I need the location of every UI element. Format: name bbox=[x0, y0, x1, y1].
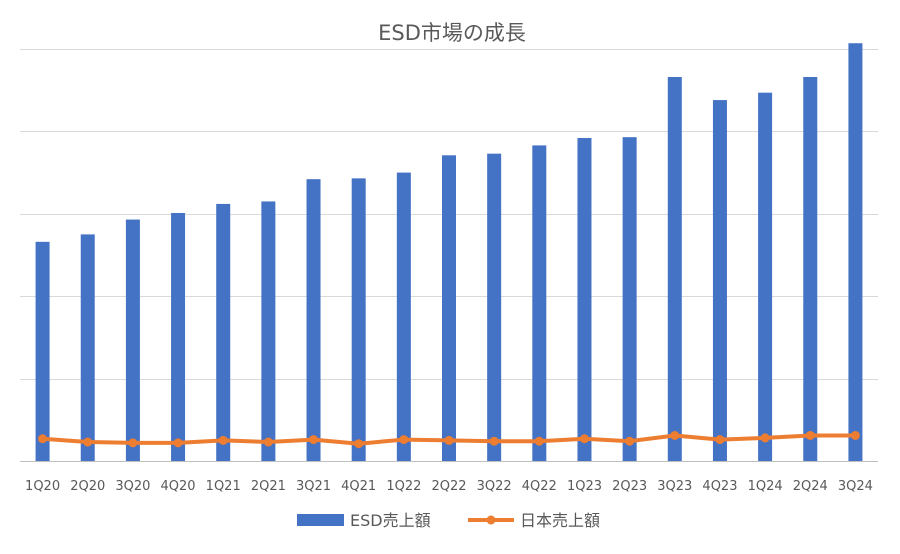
x-tick-label: 3Q23 bbox=[657, 479, 692, 494]
bar bbox=[803, 77, 818, 462]
x-tick-label: 1Q23 bbox=[567, 479, 602, 494]
legend-swatch-marker bbox=[486, 515, 496, 525]
bar bbox=[712, 100, 727, 461]
line-point bbox=[128, 438, 138, 448]
x-tick-label: 3Q22 bbox=[477, 479, 512, 494]
x-tick-label: 2Q23 bbox=[612, 479, 647, 494]
legend-label-line: 日本売上額 bbox=[520, 511, 600, 530]
x-tick-label: 3Q21 bbox=[296, 479, 331, 494]
line-point bbox=[715, 435, 725, 445]
x-tick-label: 4Q22 bbox=[522, 479, 557, 494]
line-point bbox=[625, 436, 635, 446]
line-point bbox=[173, 438, 183, 448]
bar bbox=[487, 153, 502, 461]
x-tick-label: 1Q22 bbox=[386, 479, 421, 494]
bar bbox=[758, 92, 773, 461]
bar bbox=[171, 212, 186, 461]
bar bbox=[306, 179, 321, 461]
legend-swatch-bar bbox=[297, 514, 344, 526]
bar bbox=[532, 145, 547, 461]
legend: ESD売上額 日本売上額 bbox=[297, 511, 600, 530]
line-point bbox=[534, 436, 544, 446]
line-series bbox=[38, 430, 860, 449]
x-tick-label: 3Q20 bbox=[115, 479, 150, 494]
legend-label-bar: ESD売上額 bbox=[350, 511, 431, 530]
line-point bbox=[760, 433, 770, 443]
line-point bbox=[489, 436, 499, 446]
bar-series bbox=[35, 43, 863, 462]
line-point bbox=[309, 435, 319, 445]
line-point bbox=[805, 430, 815, 440]
bar bbox=[442, 155, 456, 461]
x-tick-label: 1Q20 bbox=[25, 479, 60, 494]
x-tick-label: 2Q21 bbox=[251, 479, 286, 494]
bar bbox=[577, 137, 592, 461]
line-point bbox=[579, 434, 589, 444]
bar bbox=[261, 201, 276, 461]
bar bbox=[351, 178, 366, 462]
bar bbox=[848, 43, 863, 462]
line-point bbox=[850, 430, 860, 440]
chart-title: ESD市場の成長 bbox=[378, 21, 526, 45]
line-point bbox=[83, 437, 93, 447]
bar bbox=[396, 172, 411, 461]
x-tick-label: 4Q21 bbox=[341, 479, 376, 494]
bar bbox=[125, 219, 140, 461]
bar bbox=[667, 77, 682, 462]
line-point bbox=[354, 439, 364, 449]
x-tick-label: 2Q20 bbox=[70, 479, 105, 494]
line-point bbox=[38, 434, 48, 444]
line-point bbox=[670, 430, 680, 440]
line-point bbox=[444, 435, 454, 445]
line-point bbox=[218, 435, 228, 445]
x-axis-tick-labels: 1Q20 2Q20 3Q20 4Q20 1Q21 2Q21 3Q21 4Q21 1Q22 2Q22… bbox=[25, 479, 873, 494]
bar bbox=[80, 234, 95, 461]
line-point bbox=[399, 435, 409, 445]
x-tick-label: 4Q20 bbox=[161, 479, 196, 494]
bar bbox=[622, 137, 637, 461]
x-tick-label: 2Q22 bbox=[431, 479, 466, 494]
x-tick-label: 2Q24 bbox=[793, 479, 828, 494]
line-point bbox=[263, 437, 273, 447]
x-tick-label: 4Q23 bbox=[702, 479, 737, 494]
x-tick-label: 1Q24 bbox=[748, 479, 783, 494]
x-tick-label: 3Q24 bbox=[838, 479, 873, 494]
bar bbox=[35, 241, 50, 461]
x-tick-label: 1Q21 bbox=[206, 479, 241, 494]
bar bbox=[216, 203, 231, 462]
